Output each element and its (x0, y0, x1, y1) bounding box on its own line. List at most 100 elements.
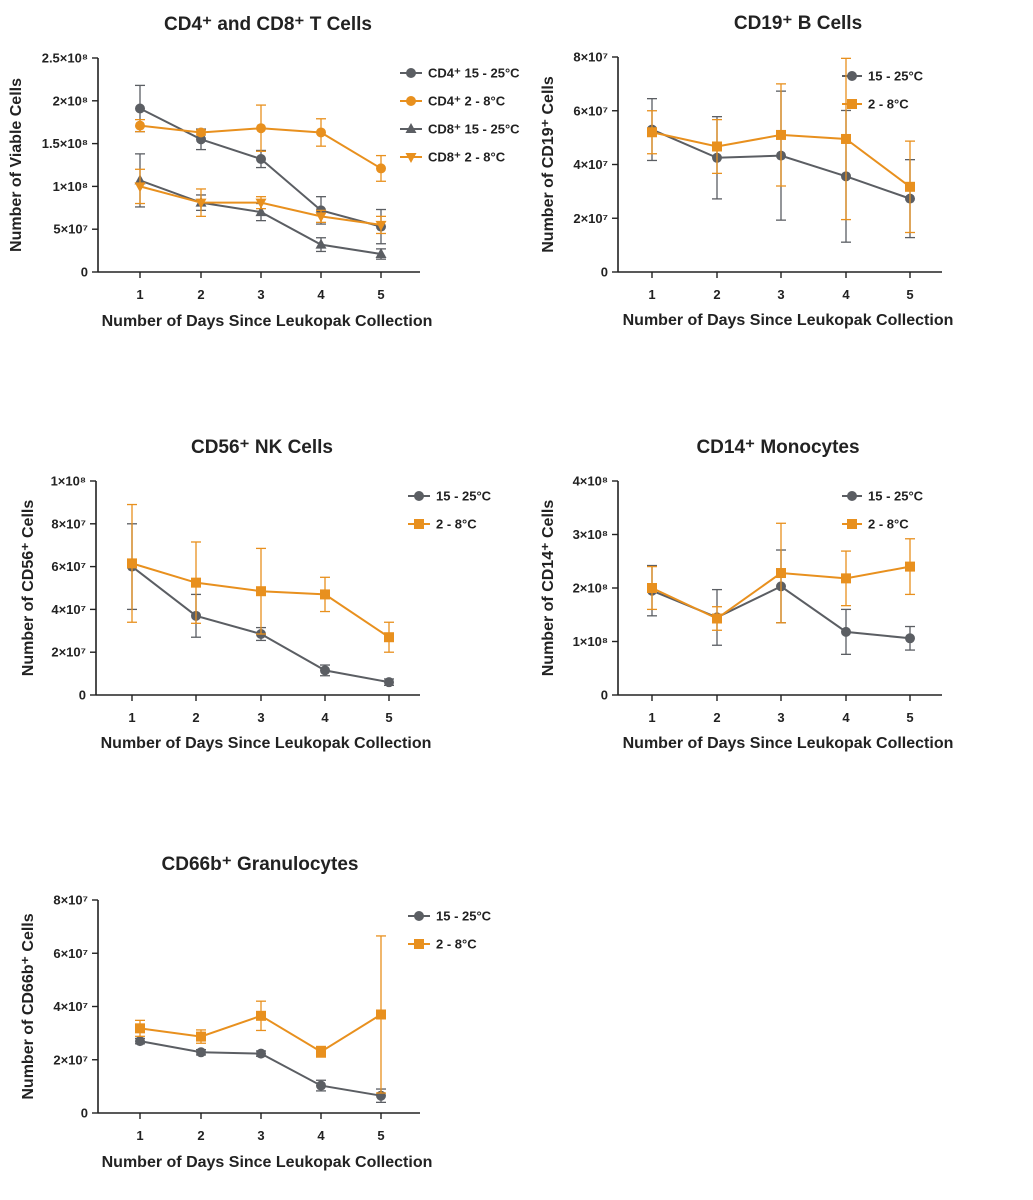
legend-label: CD8⁺ 2 - 8°C (428, 150, 506, 165)
chart-title: CD56⁺ NK Cells (191, 437, 333, 458)
legend-label: CD8⁺ 15 - 25°C (428, 122, 520, 137)
y-tick-label: 6×10⁷ (51, 559, 86, 574)
data-point (905, 181, 915, 192)
x-tick-label: 2 (713, 710, 720, 725)
chart-title: CD19⁺ B Cells (734, 13, 862, 34)
legend-marker (414, 911, 424, 921)
data-point (320, 589, 330, 600)
data-point (134, 182, 146, 193)
chart-panel-4: CD14⁺ Monocytes 0 1×10⁸ 2×10⁸ 3×10⁸ 4×10⁸ 1 2 3 4… (540, 437, 953, 752)
data-point (376, 163, 386, 174)
y-tick-label: 8×10⁷ (51, 516, 86, 531)
data-point (316, 1080, 326, 1091)
chart-title: CD14⁺ Monocytes (696, 437, 859, 458)
x-tick-label: 2 (197, 1128, 204, 1143)
data-point (255, 198, 267, 209)
data-point (316, 1046, 326, 1057)
x-tick-label: 3 (777, 710, 784, 725)
y-tick-label: 1×10⁸ (53, 179, 88, 194)
x-tick-label: 3 (257, 710, 264, 725)
legend-marker (847, 491, 857, 501)
y-tick-label: 5×10⁷ (53, 222, 88, 237)
data-point (384, 632, 394, 643)
data-point (255, 206, 267, 217)
data-point (196, 1031, 206, 1042)
x-tick-label: 4 (842, 710, 850, 725)
y-tick-label: 3×10⁸ (573, 527, 608, 542)
data-point (647, 127, 657, 138)
y-axis-label: Number of CD19⁺ Cells (540, 76, 557, 253)
y-tick-label: 1.5×10⁸ (42, 136, 88, 151)
data-point (905, 633, 915, 644)
x-axis-label: Number of Days Since Leukopak Collection (623, 735, 954, 752)
x-tick-label: 2 (192, 710, 199, 725)
legend-marker (405, 123, 417, 133)
data-point (315, 238, 327, 249)
x-axis-label: Number of Days Since Leukopak Collection (102, 313, 433, 330)
series-2 (647, 522, 915, 631)
chart-panel-3: CD56⁺ NK Cells 0 2×10⁷ 4×10⁷ 6×10⁷ 8×10⁷ 1×10⁸… (20, 437, 492, 752)
x-tick-label: 4 (317, 287, 325, 302)
y-tick-label: 4×10⁷ (573, 157, 608, 172)
x-tick-label: 3 (257, 1128, 264, 1143)
y-tick-label: 6×10⁷ (53, 946, 88, 961)
data-point (256, 154, 266, 165)
y-tick-label: 8×10⁷ (573, 50, 608, 65)
data-point (135, 103, 145, 114)
x-tick-label: 4 (842, 287, 850, 302)
legend-label: 2 - 8°C (868, 97, 909, 112)
x-tick-label: 1 (128, 710, 135, 725)
x-tick-label: 1 (136, 1128, 143, 1143)
x-tick-label: 2 (197, 287, 204, 302)
data-point (375, 248, 387, 259)
y-axis-label: Number of CD56⁺ Cells (20, 500, 37, 677)
y-axis-label: Number of Viable Cells (8, 78, 25, 252)
legend-label: 15 - 25°C (436, 489, 492, 504)
y-tick-label: 0 (79, 688, 86, 703)
data-point (712, 141, 722, 152)
y-axis-label: Number of CD66b⁺ Cells (20, 913, 37, 1099)
legend-marker (414, 939, 424, 949)
data-point (316, 127, 326, 138)
chart-panel-1: CD4⁺ and CD8⁺ T Cells 0 5×10⁷ 1×10⁸ 1.5×10⁸ 2… (8, 14, 520, 330)
y-tick-label: 0 (601, 688, 608, 703)
data-point (256, 1048, 266, 1059)
series-2 (135, 935, 386, 1094)
y-tick-label: 0 (601, 265, 608, 280)
y-tick-label: 2.5×10⁸ (42, 51, 88, 66)
y-tick-label: 2×10⁷ (51, 645, 86, 660)
data-point (776, 568, 786, 579)
chart-panel-2: CD19⁺ B Cells 0 2×10⁷ 4×10⁷ 6×10⁷ 8×10⁷ 1 2 3 4 5 N… (540, 13, 953, 329)
x-tick-label: 5 (377, 287, 384, 302)
legend-label: CD4⁺ 15 - 25°C (428, 66, 520, 81)
legend-label: 15 - 25°C (868, 69, 924, 84)
y-tick-label: 4×10⁷ (51, 602, 86, 617)
series-1 (135, 1036, 386, 1103)
chart-panel-5: CD66b⁺ Granulocytes 0 2×10⁷ 4×10⁷ 6×10⁷ 8×10⁷… (20, 854, 492, 1171)
data-point (127, 558, 137, 569)
data-point (905, 561, 915, 572)
data-point (196, 1047, 206, 1058)
data-point (776, 129, 786, 140)
legend-marker (406, 96, 416, 106)
data-point (135, 1036, 145, 1047)
x-axis-label: Number of Days Since Leukopak Collection (102, 1154, 433, 1171)
legend-marker (847, 519, 857, 529)
x-tick-label: 5 (906, 710, 913, 725)
x-tick-label: 3 (777, 287, 784, 302)
legend-marker (406, 68, 416, 78)
legend-marker (414, 519, 424, 529)
y-tick-label: 2×10⁷ (53, 1052, 88, 1067)
data-point (135, 1023, 145, 1034)
y-tick-label: 2×10⁷ (573, 211, 608, 226)
legend-marker (847, 71, 857, 81)
x-tick-label: 1 (648, 710, 655, 725)
series-2 (127, 503, 394, 653)
data-point (320, 665, 330, 676)
x-tick-label: 1 (648, 287, 655, 302)
x-axis-label: Number of Days Since Leukopak Collection (101, 735, 432, 752)
y-tick-label: 2×10⁸ (573, 581, 608, 596)
x-tick-label: 4 (317, 1128, 325, 1143)
data-point (384, 677, 394, 688)
